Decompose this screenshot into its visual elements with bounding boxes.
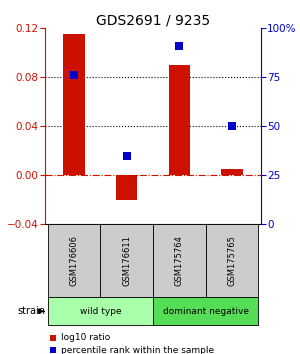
Text: log10 ratio: log10 ratio bbox=[61, 333, 110, 342]
Text: GSM176611: GSM176611 bbox=[122, 235, 131, 286]
Text: GSM175765: GSM175765 bbox=[227, 235, 236, 286]
Bar bbox=[48, 224, 100, 297]
Point bbox=[230, 124, 234, 129]
Text: percentile rank within the sample: percentile rank within the sample bbox=[61, 346, 214, 354]
Text: wild type: wild type bbox=[80, 307, 121, 316]
Bar bbox=[48, 297, 153, 325]
Point bbox=[124, 153, 129, 159]
Point bbox=[72, 73, 76, 78]
Point bbox=[50, 348, 55, 353]
Bar bbox=[169, 65, 190, 175]
Text: dominant negative: dominant negative bbox=[163, 307, 249, 316]
Bar bbox=[153, 224, 206, 297]
Bar bbox=[63, 34, 85, 175]
Bar bbox=[116, 175, 137, 200]
Text: GSM176606: GSM176606 bbox=[70, 235, 79, 286]
Bar bbox=[153, 297, 258, 325]
Title: GDS2691 / 9235: GDS2691 / 9235 bbox=[96, 13, 210, 27]
Bar bbox=[221, 169, 243, 175]
Point bbox=[50, 335, 55, 341]
Bar bbox=[100, 224, 153, 297]
Text: GSM175764: GSM175764 bbox=[175, 235, 184, 286]
Text: strain: strain bbox=[17, 306, 45, 316]
Bar bbox=[206, 224, 258, 297]
Point bbox=[177, 43, 182, 49]
